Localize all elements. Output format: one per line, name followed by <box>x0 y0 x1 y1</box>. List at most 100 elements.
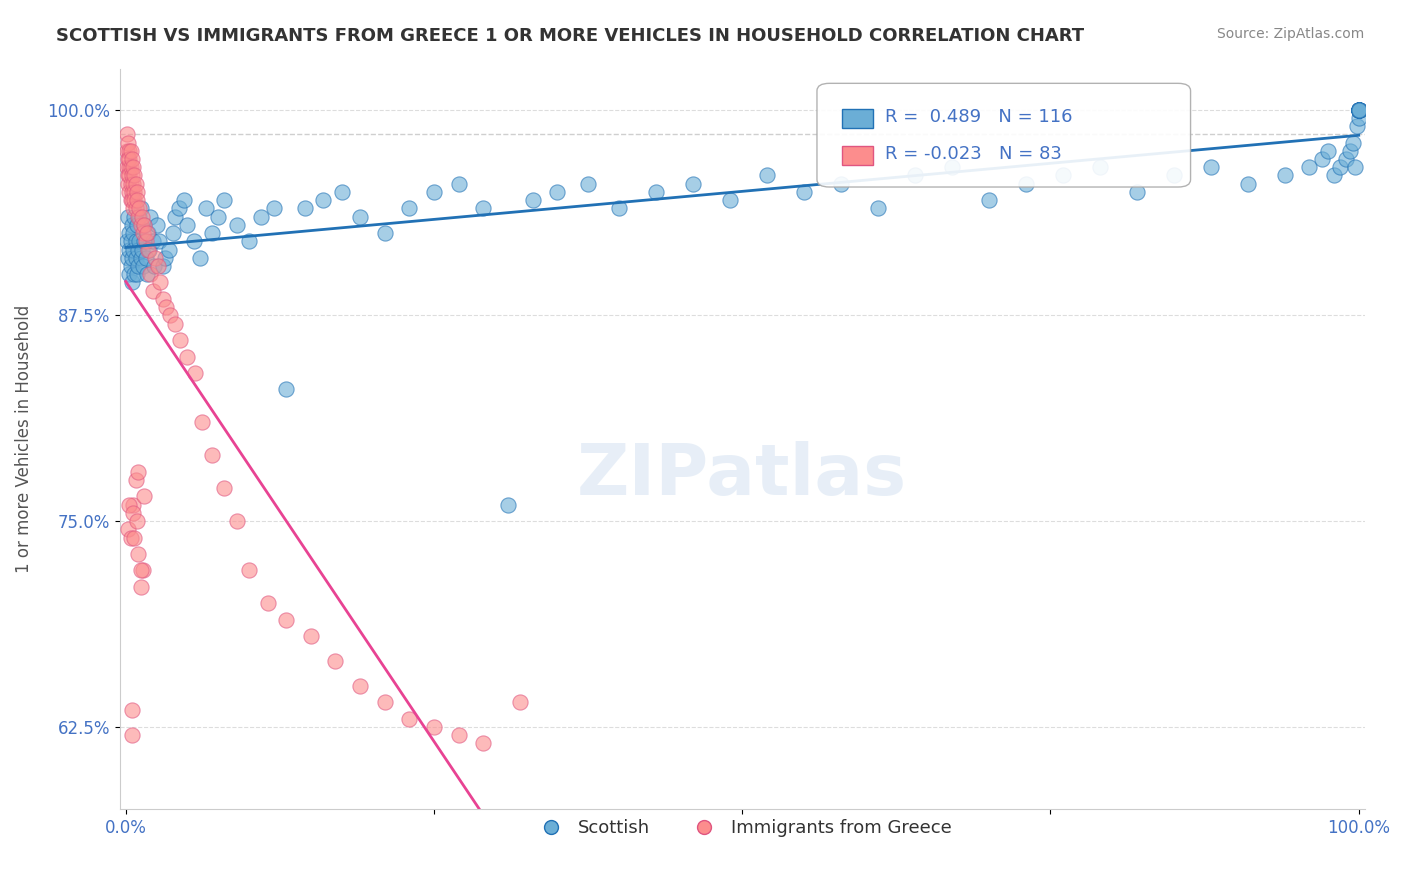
Point <box>125 514 148 528</box>
Point <box>124 185 146 199</box>
Point <box>142 235 165 249</box>
Point <box>124 251 146 265</box>
Point <box>124 169 146 183</box>
Point <box>423 185 446 199</box>
Point <box>866 202 889 216</box>
Point <box>522 193 544 207</box>
Text: SCOTTISH VS IMMIGRANTS FROM GREECE 1 OR MORE VEHICLES IN HOUSEHOLD CORRELATION C: SCOTTISH VS IMMIGRANTS FROM GREECE 1 OR … <box>56 27 1084 45</box>
Point <box>122 177 145 191</box>
Point <box>263 202 285 216</box>
Point <box>142 284 165 298</box>
Point <box>134 490 156 504</box>
Point <box>117 177 139 191</box>
Point <box>238 564 260 578</box>
Point <box>194 202 217 216</box>
Point <box>134 235 156 249</box>
Point <box>184 366 207 380</box>
Point <box>1347 103 1369 117</box>
Point <box>131 210 153 224</box>
Point <box>165 210 187 224</box>
Point <box>115 144 138 158</box>
Point <box>1347 103 1369 117</box>
Text: R =  0.489   N = 116: R = 0.489 N = 116 <box>886 108 1073 126</box>
Point <box>125 267 148 281</box>
Point <box>122 226 145 240</box>
Point <box>127 465 149 479</box>
Point <box>607 202 630 216</box>
Point <box>124 210 146 224</box>
Point <box>1199 161 1222 175</box>
Point <box>176 218 198 232</box>
Point <box>115 161 138 175</box>
Point <box>225 218 247 232</box>
Point <box>645 185 668 199</box>
Point <box>121 193 143 207</box>
Point <box>1347 103 1369 117</box>
Point <box>1347 103 1369 117</box>
Point <box>169 333 191 347</box>
Point <box>135 267 157 281</box>
Point <box>201 448 224 462</box>
Point <box>135 226 157 240</box>
Point <box>1347 103 1369 117</box>
Point <box>201 226 224 240</box>
Point <box>121 251 143 265</box>
Point <box>127 210 149 224</box>
Point <box>132 259 155 273</box>
Point <box>128 202 150 216</box>
Point <box>121 152 143 166</box>
Point <box>274 613 297 627</box>
Point <box>330 185 353 199</box>
Point <box>145 251 167 265</box>
Point <box>349 679 371 693</box>
Point <box>124 235 146 249</box>
Point <box>128 210 150 224</box>
Point <box>122 161 145 175</box>
Point <box>120 531 142 545</box>
Point <box>124 473 146 487</box>
Point <box>1347 119 1369 133</box>
Point <box>1347 103 1369 117</box>
Point <box>124 267 146 281</box>
Point <box>793 185 815 199</box>
Point <box>121 703 143 717</box>
Point <box>1347 103 1369 117</box>
Point <box>1347 103 1369 117</box>
Point <box>129 564 152 578</box>
Point <box>374 695 396 709</box>
Point <box>131 243 153 257</box>
Point <box>1236 177 1258 191</box>
Point <box>117 169 139 183</box>
Point <box>159 309 181 323</box>
Point <box>125 185 148 199</box>
Point <box>398 712 420 726</box>
Point <box>128 235 150 249</box>
Point <box>124 177 146 191</box>
Point <box>423 720 446 734</box>
Point <box>374 226 396 240</box>
Point <box>118 226 141 240</box>
Point <box>148 235 170 249</box>
Point <box>127 547 149 561</box>
Point <box>256 596 278 610</box>
Point <box>125 193 148 207</box>
Text: Source: ZipAtlas.com: Source: ZipAtlas.com <box>1216 27 1364 41</box>
Point <box>1329 161 1351 175</box>
Point <box>447 728 470 742</box>
Point <box>146 259 169 273</box>
Point <box>120 161 142 175</box>
Point <box>118 144 141 158</box>
Point <box>496 498 519 512</box>
Y-axis label: 1 or more Vehicles in Household: 1 or more Vehicles in Household <box>15 305 32 573</box>
Point <box>1015 177 1038 191</box>
FancyBboxPatch shape <box>842 109 873 128</box>
Point <box>120 259 142 273</box>
Point <box>299 629 322 643</box>
Point <box>121 276 143 290</box>
Point <box>127 243 149 257</box>
Point <box>1347 103 1369 117</box>
Point <box>718 193 741 207</box>
Point <box>214 481 236 495</box>
Point <box>447 177 470 191</box>
Point <box>1347 103 1369 117</box>
